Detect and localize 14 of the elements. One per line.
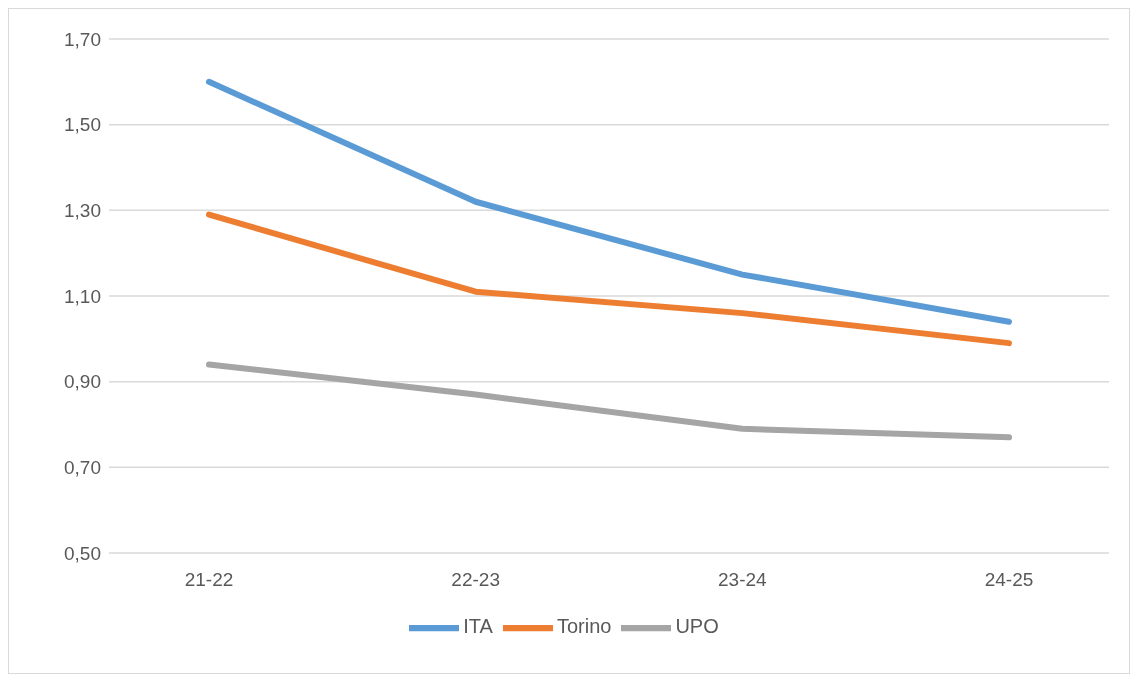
y-tick-label: 0,50 [64, 542, 101, 564]
legend-label: Torino [556, 615, 612, 638]
y-tick-label: 0,70 [64, 457, 101, 479]
y-tick-label: 1,10 [64, 285, 101, 307]
y-tick-label: 1,50 [64, 114, 101, 136]
legend-label: ITA [463, 615, 493, 638]
y-tick-label: 1,70 [64, 28, 101, 50]
x-tick-label: 21-22 [184, 569, 234, 591]
y-tick-label: 0,90 [64, 371, 101, 393]
legend-label: UPO [675, 615, 719, 638]
x-tick-label: 23-24 [718, 569, 768, 591]
y-tick-label: 1,30 [64, 200, 101, 222]
x-tick-label: 24-25 [984, 569, 1034, 591]
x-tick-label: 22-23 [451, 569, 500, 591]
